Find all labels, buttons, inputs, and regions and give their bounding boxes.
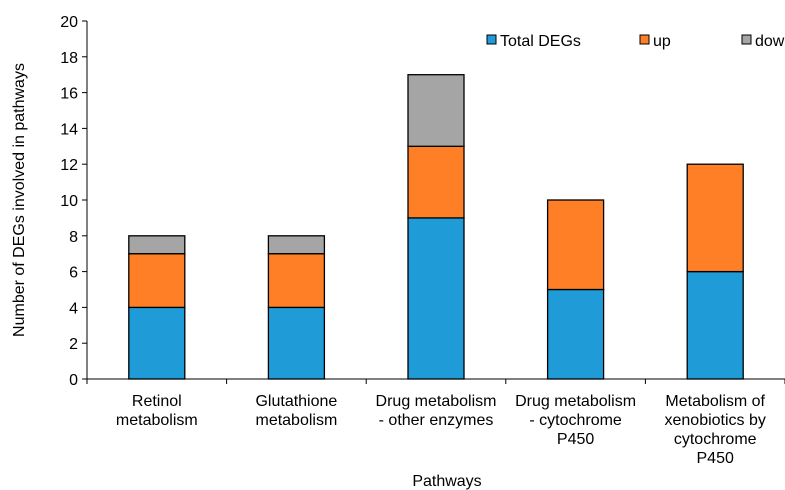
x-category-label-line: xenobiotics by: [665, 412, 766, 429]
y-tick-label: 14: [60, 121, 78, 138]
x-category-label-line: Drug metabolism: [376, 393, 497, 410]
legend-swatch-up: [639, 34, 650, 45]
bar-segment-up: [546, 199, 605, 291]
y-tick-label: 20: [60, 14, 78, 31]
x-category-label-line: Drug metabolism: [515, 393, 636, 410]
y-tick-label: 12: [60, 157, 78, 174]
legend-label-down: down: [755, 33, 785, 50]
y-tick-label: 2: [69, 336, 78, 353]
x-category-label: Drug metabolism - other enzymes: [376, 393, 497, 429]
y-tick-label: 16: [60, 86, 78, 103]
y-tick-label: 6: [69, 265, 78, 282]
bar-segment-total-degs: [686, 270, 744, 380]
y-axis-ticks: 0 2 4 6 8 10 12 14 16 18 20: [60, 14, 87, 389]
bar-segment-total-degs: [407, 217, 465, 380]
category-labels: Retinol metabolism Glutathione metabolism Dr…: [116, 393, 766, 467]
legend-swatch-total-degs: [486, 34, 497, 45]
x-axis-title: Pathways: [412, 473, 481, 490]
y-tick-label: 18: [60, 50, 78, 67]
x-category-label-line: P450: [697, 450, 734, 467]
bar-segment-down: [407, 74, 465, 147]
y-axis-title: Number of DEGs involved in pathways: [11, 63, 28, 337]
y-tick-label: 10: [60, 193, 78, 210]
x-category-label: Retinol metabolism: [116, 393, 198, 429]
x-category-label-line: - other enzymes: [379, 412, 494, 429]
legend-label-total-degs: Total DEGs: [500, 33, 581, 50]
x-category-label-line: metabolism: [116, 412, 198, 429]
legend: Total DEGs up down: [486, 33, 785, 50]
y-axis-title-group: Number of DEGs involved in pathways: [11, 63, 28, 337]
legend-label-up: up: [653, 33, 671, 50]
bar-segment-total-degs: [267, 306, 326, 380]
bar-segment-total-degs: [128, 306, 186, 380]
bar-segment-down: [267, 235, 326, 255]
axes-group: [86, 21, 785, 384]
bar-segment-up: [686, 163, 744, 273]
x-category-label-line: cytochrome: [674, 431, 757, 448]
y-tick-label: 0: [69, 372, 78, 389]
bar-segment-down: [128, 235, 186, 255]
x-category-label-line: - cytochrome: [529, 412, 622, 429]
x-category-label-line: Retinol: [132, 393, 182, 410]
y-tick-label: 4: [69, 300, 78, 317]
bars-group: [128, 74, 744, 380]
bar-segment-up: [407, 145, 465, 219]
bar-segment-up: [267, 253, 326, 309]
x-category-label: Glutathione metabolism: [255, 393, 337, 429]
bar-segment-up: [128, 253, 186, 309]
x-category-label-line: Glutathione: [255, 393, 337, 410]
x-category-label-line: metabolism: [255, 412, 337, 429]
legend-swatch-down: [741, 34, 752, 45]
x-category-label-line: Metabolism of: [665, 393, 765, 410]
y-tick-label: 8: [69, 229, 78, 246]
x-category-label-line: P450: [557, 431, 594, 448]
bar-segment-total-degs: [546, 288, 605, 380]
x-category-label: Metabolism of xenobiotics by cytochrome P45…: [665, 393, 766, 467]
x-category-label: Drug metabolism - cytochrome P450: [515, 393, 636, 448]
